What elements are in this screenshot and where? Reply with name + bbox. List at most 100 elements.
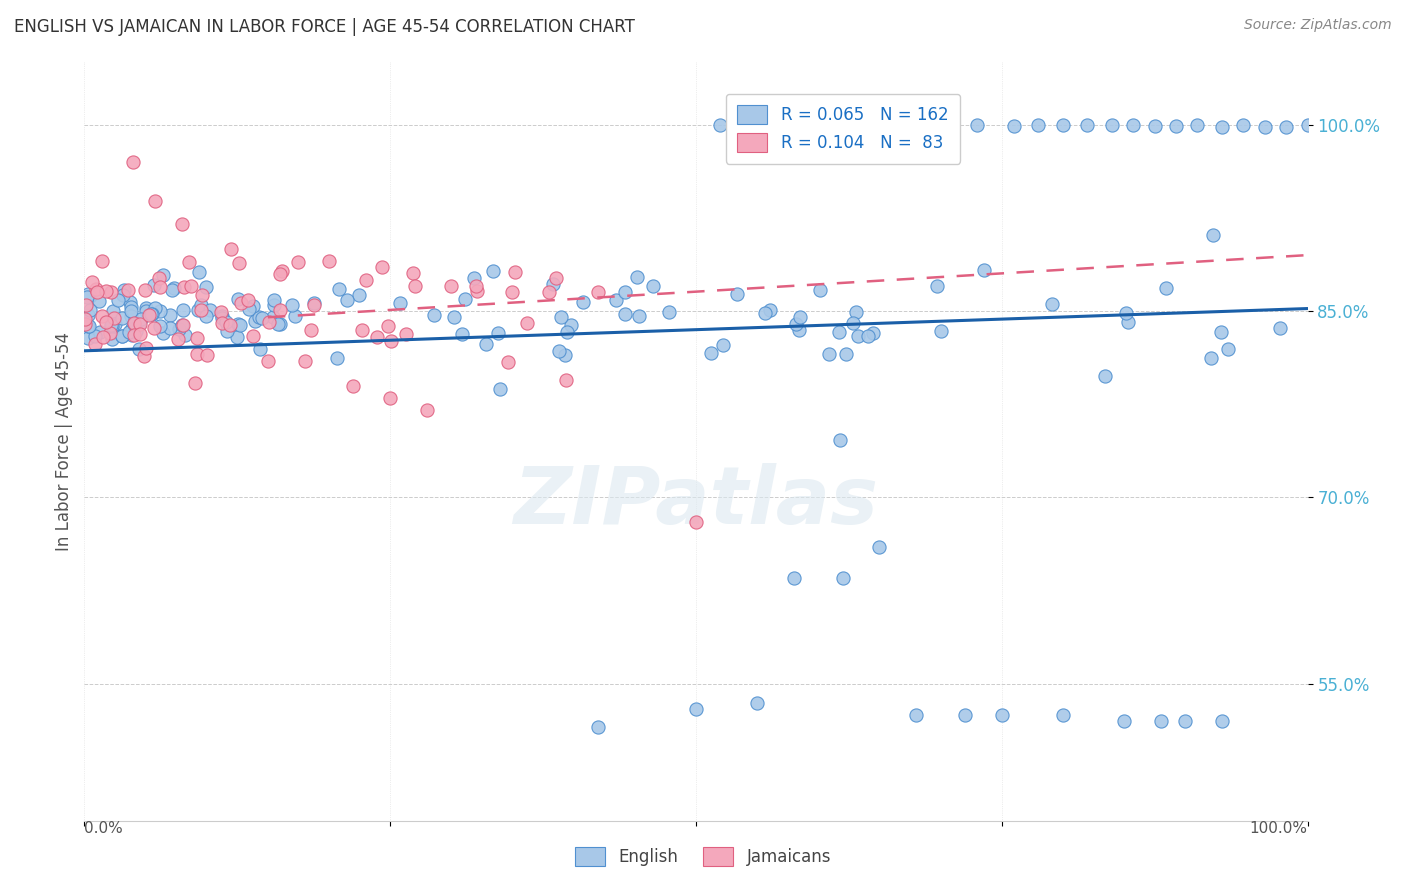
Point (134, 283, 156, 297)
Point (953, 708, 976, 723)
Point (98, 326, 121, 341)
Point (122, 154, 145, 169)
Point (808, 283, 831, 297)
Point (747, 120, 769, 134)
Point (128, 317, 150, 331)
Point (79, 288, 101, 302)
Point (831, 571, 853, 585)
Point (416, 403, 439, 417)
Point (194, 310, 217, 324)
Point (1275, 120, 1298, 134)
Point (1052, 708, 1074, 723)
Point (626, 269, 648, 284)
Point (188, 265, 211, 279)
Point (927, 278, 949, 293)
Point (787, 323, 810, 337)
Point (190, 298, 212, 312)
Point (124, 328, 146, 343)
Point (586, 285, 609, 300)
Point (1143, 120, 1166, 134)
Point (488, 382, 510, 396)
Point (89, 293, 111, 308)
Point (783, 118, 806, 132)
Point (245, 314, 267, 328)
Point (326, 351, 349, 365)
Point (550, 310, 572, 325)
Point (388, 296, 411, 310)
Point (242, 328, 264, 343)
Point (149, 304, 172, 318)
Point (236, 293, 259, 307)
Point (685, 702, 707, 716)
Point (1122, 118, 1144, 132)
Point (991, 708, 1014, 723)
Point (929, 324, 952, 338)
Point (1216, 342, 1239, 356)
Point (75, 311, 97, 326)
Point (856, 328, 879, 343)
Point (502, 285, 524, 300)
Point (546, 270, 568, 285)
Point (498, 354, 520, 368)
Point (548, 344, 571, 359)
Point (198, 302, 221, 317)
Point (149, 280, 172, 294)
Point (121, 320, 143, 334)
Point (94, 315, 117, 329)
Point (754, 306, 776, 320)
Point (269, 318, 291, 332)
Point (643, 279, 665, 293)
Point (152, 326, 174, 340)
Point (226, 330, 249, 344)
Point (541, 277, 564, 291)
Point (187, 302, 209, 317)
Point (263, 293, 285, 308)
Point (86, 285, 108, 299)
Point (464, 279, 486, 293)
Point (482, 264, 505, 278)
Point (1115, 306, 1137, 320)
Point (304, 296, 326, 310)
Point (103, 310, 125, 325)
Point (1209, 325, 1232, 339)
Point (440, 279, 463, 293)
Point (238, 301, 260, 316)
Point (614, 307, 637, 321)
Point (463, 270, 485, 285)
Point (209, 305, 232, 319)
Point (73, 317, 96, 331)
Point (96, 284, 118, 298)
Point (211, 309, 233, 323)
Point (846, 329, 869, 343)
Point (828, 325, 851, 339)
Point (269, 303, 291, 318)
Point (118, 325, 141, 339)
Point (128, 342, 150, 356)
Point (173, 280, 195, 294)
Point (454, 292, 477, 306)
Point (377, 318, 399, 333)
Point (1040, 296, 1063, 310)
Point (1114, 714, 1136, 729)
Point (905, 708, 928, 723)
Point (807, 119, 830, 133)
Point (869, 118, 891, 132)
Point (229, 295, 252, 310)
Point (124, 324, 146, 338)
Point (1002, 120, 1025, 134)
Point (77, 319, 100, 334)
Point (560, 318, 582, 332)
Point (572, 294, 595, 309)
Text: 100.0%: 100.0% (1250, 821, 1308, 836)
Point (79, 303, 101, 318)
Point (76, 331, 98, 345)
Point (174, 327, 197, 342)
Point (122, 317, 145, 331)
Point (347, 288, 370, 302)
Point (100, 285, 122, 300)
Point (228, 256, 250, 270)
Point (191, 288, 214, 302)
Legend: R = 0.065   N = 162, R = 0.104   N =  83: R = 0.065 N = 162, R = 0.104 N = 83 (725, 94, 960, 164)
Point (172, 303, 194, 318)
Point (538, 285, 561, 300)
